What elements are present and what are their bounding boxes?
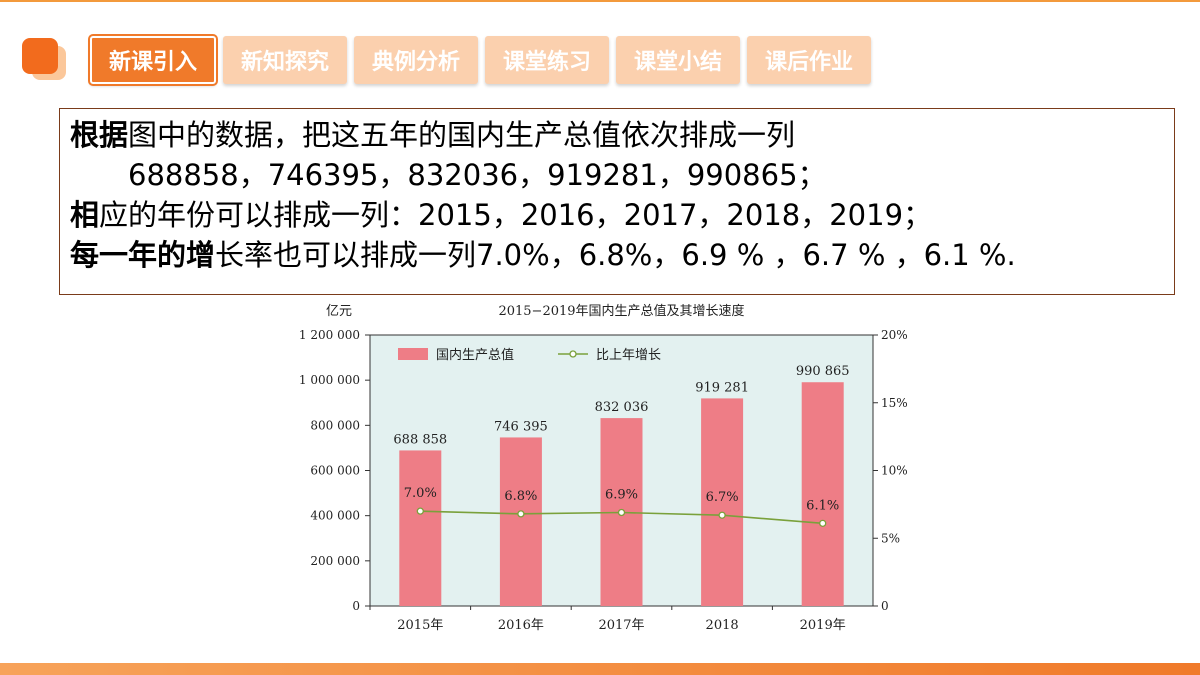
growth-point bbox=[617, 508, 626, 517]
text-line-3-rest: 应的年份可以排成一列：2015，2016，2017，2018，2019； bbox=[99, 198, 933, 232]
tab-explore[interactable]: 新知探究 bbox=[223, 36, 347, 84]
tab-examples[interactable]: 典例分析 bbox=[354, 36, 478, 84]
bar-value-label: 919 281 bbox=[695, 380, 749, 395]
bar-gdp bbox=[499, 437, 542, 606]
growth-point bbox=[718, 511, 726, 519]
bottom-accent-bar bbox=[0, 663, 1200, 675]
gdp-chart-svg: 2015−2019年国内生产总值及其增长速度 亿元 0 200 000 400 000 6… bbox=[286, 297, 922, 647]
tab-summary[interactable]: 课堂小结 bbox=[616, 36, 740, 84]
tab-new-lesson[interactable]: 新课引入 bbox=[88, 34, 218, 86]
tab-homework[interactable]: 课后作业 bbox=[747, 36, 871, 84]
bar-value-label: 832 036 bbox=[595, 400, 649, 415]
chart-title: 2015−2019年国内生产总值及其增长速度 bbox=[498, 303, 744, 319]
x-tick-label: 2015年 bbox=[397, 618, 443, 633]
growth-value-label: 7.0% bbox=[404, 486, 437, 501]
growth-point bbox=[819, 519, 827, 527]
growth-value-label: 6.1% bbox=[806, 498, 839, 513]
x-tick-label: 2018 bbox=[706, 618, 739, 633]
x-tick-label: 2019年 bbox=[800, 618, 846, 633]
y2-tick-label: 5% bbox=[881, 531, 900, 545]
bar-gdp bbox=[701, 398, 744, 606]
top-accent-line bbox=[0, 0, 1200, 2]
section-tabs: 新课引入 新知探究 典例分析 课堂练习 课堂小结 课后作业 bbox=[88, 34, 871, 86]
text-line-4: 每一年的增长率也可以排成一列7.0%，6.8%，6.9 % ，6.7 % ，6.… bbox=[70, 235, 1174, 275]
text-line-3: 相应的年份可以排成一列：2015，2016，2017，2018，2019； bbox=[70, 195, 1174, 235]
y-tick-label: 800 000 bbox=[310, 418, 360, 432]
logo-square-front bbox=[22, 38, 58, 74]
y2-tick-label: 15% bbox=[881, 396, 908, 410]
y-tick-label: 0 bbox=[352, 599, 360, 613]
y2-tick-label: 10% bbox=[881, 464, 908, 478]
question-text-box: 根据图中的数据，把这五年的国内生产总值依次排成一列 688858，746395，… bbox=[59, 108, 1175, 295]
legend-swatch-gdp bbox=[398, 348, 428, 360]
text-line-3-bold: 相 bbox=[70, 198, 100, 232]
text-line-1: 根据图中的数据，把这五年的国内生产总值依次排成一列 bbox=[70, 115, 1174, 155]
legend-label-growth: 比上年增长 bbox=[596, 348, 661, 363]
x-tick-label: 2017年 bbox=[598, 618, 644, 633]
text-line-4-rest: 长率也可以排成一列7.0%，6.8%，6.9 % ，6.7 % ，6.1 %. bbox=[215, 238, 1016, 272]
tab-practice[interactable]: 课堂练习 bbox=[485, 36, 609, 84]
bar-value-label: 746 395 bbox=[494, 419, 548, 434]
y-axis-label: 亿元 bbox=[326, 304, 352, 319]
growth-point bbox=[517, 510, 525, 518]
growth-value-label: 6.7% bbox=[706, 490, 739, 505]
bar-value-label: 688 858 bbox=[393, 432, 447, 447]
x-tick-label: 2016年 bbox=[498, 618, 544, 633]
y2-tick-label: 0 bbox=[881, 599, 889, 613]
y-tick-label: 400 000 bbox=[310, 509, 360, 523]
legend-label-gdp: 国内生产总值 bbox=[436, 347, 514, 363]
growth-point bbox=[416, 507, 424, 515]
gdp-chart: 2015−2019年国内生产总值及其增长速度 亿元 0 200 000 400 000 6… bbox=[286, 297, 922, 647]
y-tick-label: 200 000 bbox=[310, 554, 360, 568]
bar-gdp bbox=[801, 382, 844, 606]
bar-gdp bbox=[399, 450, 442, 606]
y2-tick-label: 20% bbox=[881, 328, 908, 342]
y-tick-label: 600 000 bbox=[310, 464, 360, 478]
y-tick-label: 1 000 000 bbox=[299, 373, 360, 387]
text-line-2: 688858，746395，832036，919281，990865； bbox=[128, 158, 827, 192]
text-line-1-rest: 图中的数据，把这五年的国内生产总值依次排成一列 bbox=[128, 118, 796, 152]
growth-value-label: 6.8% bbox=[504, 489, 537, 504]
text-line-4-bold: 每一年的增 bbox=[70, 238, 216, 272]
y-tick-label: 1 200 000 bbox=[299, 328, 360, 342]
legend-marker-growth bbox=[569, 350, 577, 358]
text-line-1-bold: 根据 bbox=[70, 118, 129, 152]
growth-value-label: 6.9% bbox=[605, 488, 638, 503]
bar-value-label: 990 865 bbox=[796, 364, 850, 379]
